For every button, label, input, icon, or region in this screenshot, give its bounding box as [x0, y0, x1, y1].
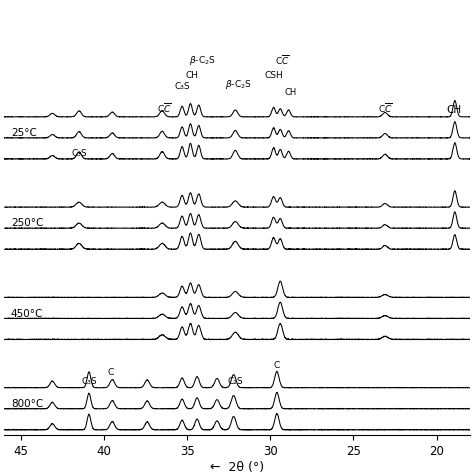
Text: CSH: CSH	[264, 72, 283, 81]
Text: C$\overline{C}$: C$\overline{C}$	[274, 54, 289, 67]
Text: C₃S: C₃S	[174, 82, 190, 91]
Text: C: C	[108, 368, 114, 377]
Text: $\beta$-C$_2$S: $\beta$-C$_2$S	[225, 78, 252, 91]
Text: C₃S: C₃S	[71, 149, 87, 158]
Text: 450°C: 450°C	[11, 309, 43, 319]
Text: CH: CH	[284, 88, 296, 97]
Text: ←  2θ (°): ← 2θ (°)	[210, 461, 264, 474]
Text: 25°C: 25°C	[11, 128, 36, 138]
Text: C$\overline{C}$: C$\overline{C}$	[378, 101, 392, 115]
Text: CH: CH	[447, 105, 462, 115]
Text: C$\overline{C}$: C$\overline{C}$	[156, 101, 171, 115]
Text: CH: CH	[186, 72, 199, 81]
Text: C₃S: C₃S	[81, 377, 97, 386]
Text: 250°C: 250°C	[11, 219, 43, 228]
Text: $\beta$-C$_2$S: $\beta$-C$_2$S	[189, 55, 216, 67]
Text: C: C	[274, 361, 280, 370]
Text: 800°C: 800°C	[11, 399, 43, 409]
Text: C₂S: C₂S	[228, 377, 243, 386]
